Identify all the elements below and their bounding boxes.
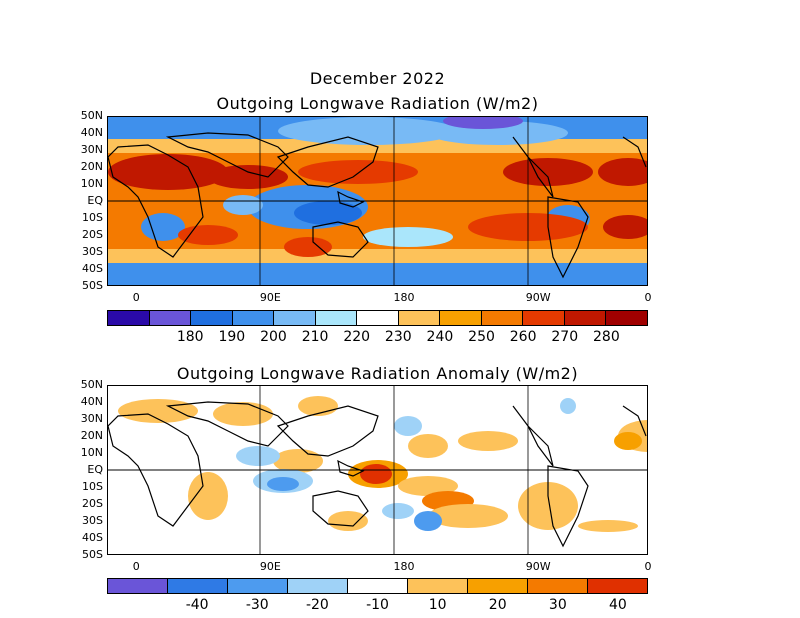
- map1-lat-label: 10S: [82, 211, 103, 224]
- map1-colorbar-label: 220: [343, 329, 371, 345]
- map1-plot: [107, 116, 648, 286]
- map2-colorbar-swatch: [468, 579, 528, 593]
- map2-lat-label: 30S: [82, 514, 103, 527]
- map1-colorbar-swatch: [108, 311, 150, 325]
- map2-colorbar-label: 40: [609, 597, 627, 613]
- map2-colorbar-label: 20: [488, 597, 507, 613]
- map1-colorbar-label: 260: [509, 329, 537, 345]
- map2-colorbar-swatch: [528, 579, 588, 593]
- map1-colorbar-label: 240: [426, 329, 454, 345]
- map1-lon-label: 0: [132, 291, 140, 304]
- map2-lat-label: 40S: [82, 531, 103, 544]
- map2-lon-label: 180: [393, 560, 415, 573]
- map1-lon-label: 180: [393, 291, 415, 304]
- map1-lat-label: 20S: [82, 228, 103, 241]
- map1-colorbar-swatch: [149, 311, 192, 325]
- map1-lat-label: EQ: [87, 194, 103, 207]
- map1-lat-label: 40N: [80, 126, 103, 139]
- map1-lon-label: 90W: [525, 291, 551, 304]
- map1-colorbar-label: 200: [260, 329, 287, 345]
- map1-colorbar-label: 270: [551, 329, 579, 345]
- map2-colorbar: [107, 578, 648, 594]
- figure-date-title: December 2022: [309, 69, 446, 88]
- map1-lat-label: 50N: [80, 109, 103, 122]
- map1-colorbar-swatch: [274, 311, 316, 325]
- map2-colorbar-label: -20: [305, 597, 329, 613]
- map2-lon-label: 0: [132, 560, 140, 573]
- map1-colorbar-label: 230: [384, 329, 412, 345]
- map2-colorbar-swatch: [588, 579, 647, 593]
- map1-colorbar-label: 190: [218, 329, 246, 345]
- map2-title: Outgoing Longwave Radiation Anomaly (W/m…: [176, 364, 579, 383]
- map1-colorbar-swatch: [564, 311, 607, 325]
- map1-colorbar-swatch: [398, 311, 441, 325]
- map2-colorbar-swatch: [108, 579, 168, 593]
- map1-colorbar: [107, 310, 648, 326]
- map1-lat-label: 20N: [80, 160, 103, 173]
- map1-lat-label: 30S: [82, 245, 103, 258]
- map1-colorbar-label: 250: [468, 329, 495, 345]
- map1-colorbar-swatch: [191, 311, 233, 325]
- map2-colorbar-swatch: [408, 579, 468, 593]
- map1-lon-label: 0: [644, 291, 652, 304]
- map1-title: Outgoing Longwave Radiation (W/m2): [216, 94, 539, 113]
- map2-field: [108, 386, 647, 554]
- map1-colorbar-swatch: [606, 311, 647, 325]
- map1-colorbar-swatch: [440, 311, 482, 325]
- map2-colorbar-label: -30: [245, 597, 269, 613]
- map2-lat-label: 20S: [82, 497, 103, 510]
- map2-lat-label: 50S: [82, 548, 103, 561]
- map2-lat-label: 10S: [82, 480, 103, 493]
- map2-colorbar-swatch: [168, 579, 228, 593]
- map2-colorbar-swatch: [288, 579, 348, 593]
- map2-lat-label: 40N: [80, 395, 103, 408]
- map1-field: [108, 117, 647, 285]
- map1-colorbar-label: 210: [301, 329, 329, 345]
- map2-colorbar-label: 30: [548, 597, 567, 613]
- map2-colorbar-label: -40: [185, 597, 209, 613]
- map1-colorbar-swatch: [481, 311, 524, 325]
- map2-lat-label: EQ: [87, 463, 103, 476]
- map2-colorbar-label: 10: [428, 597, 447, 613]
- map2-lat-label: 20N: [80, 429, 103, 442]
- map1-lon-label: 90E: [259, 291, 281, 304]
- map2-lat-label: 10N: [80, 446, 103, 459]
- map2-colorbar-label: -10: [366, 597, 389, 613]
- map1-colorbar-swatch: [315, 311, 358, 325]
- map2-lat-label: 30N: [80, 412, 103, 425]
- map2-plot: [107, 385, 648, 555]
- map1-lat-label: 10N: [80, 177, 103, 190]
- map2-colorbar-swatch: [348, 579, 408, 593]
- map2-lon-label: 90E: [259, 560, 281, 573]
- map1-colorbar-swatch: [523, 311, 565, 325]
- map1-colorbar-label: 280: [593, 329, 620, 345]
- map2-colorbar-swatch: [228, 579, 288, 593]
- map1-colorbar-swatch: [357, 311, 399, 325]
- map1-lat-label: 30N: [80, 143, 103, 156]
- map2-lon-label: 0: [644, 560, 652, 573]
- map1-colorbar-label: 180: [176, 329, 204, 345]
- map1-lat-label: 50S: [82, 279, 103, 292]
- map1-colorbar-swatch: [232, 311, 275, 325]
- map2-lon-label: 90W: [525, 560, 551, 573]
- map2-lat-label: 50N: [80, 378, 103, 391]
- map1-lat-label: 40S: [82, 262, 103, 275]
